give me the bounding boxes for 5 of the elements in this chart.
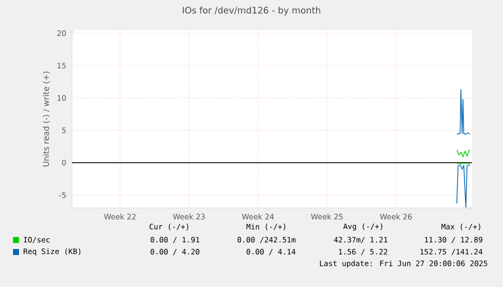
- y-axis-title: Units read (-) / write (+): [42, 72, 50, 166]
- line-series: [456, 89, 470, 135]
- line-series: [456, 164, 470, 208]
- line-series: [456, 149, 470, 158]
- chart-title: IOs for /dev/md126 - by month: [182, 6, 320, 16]
